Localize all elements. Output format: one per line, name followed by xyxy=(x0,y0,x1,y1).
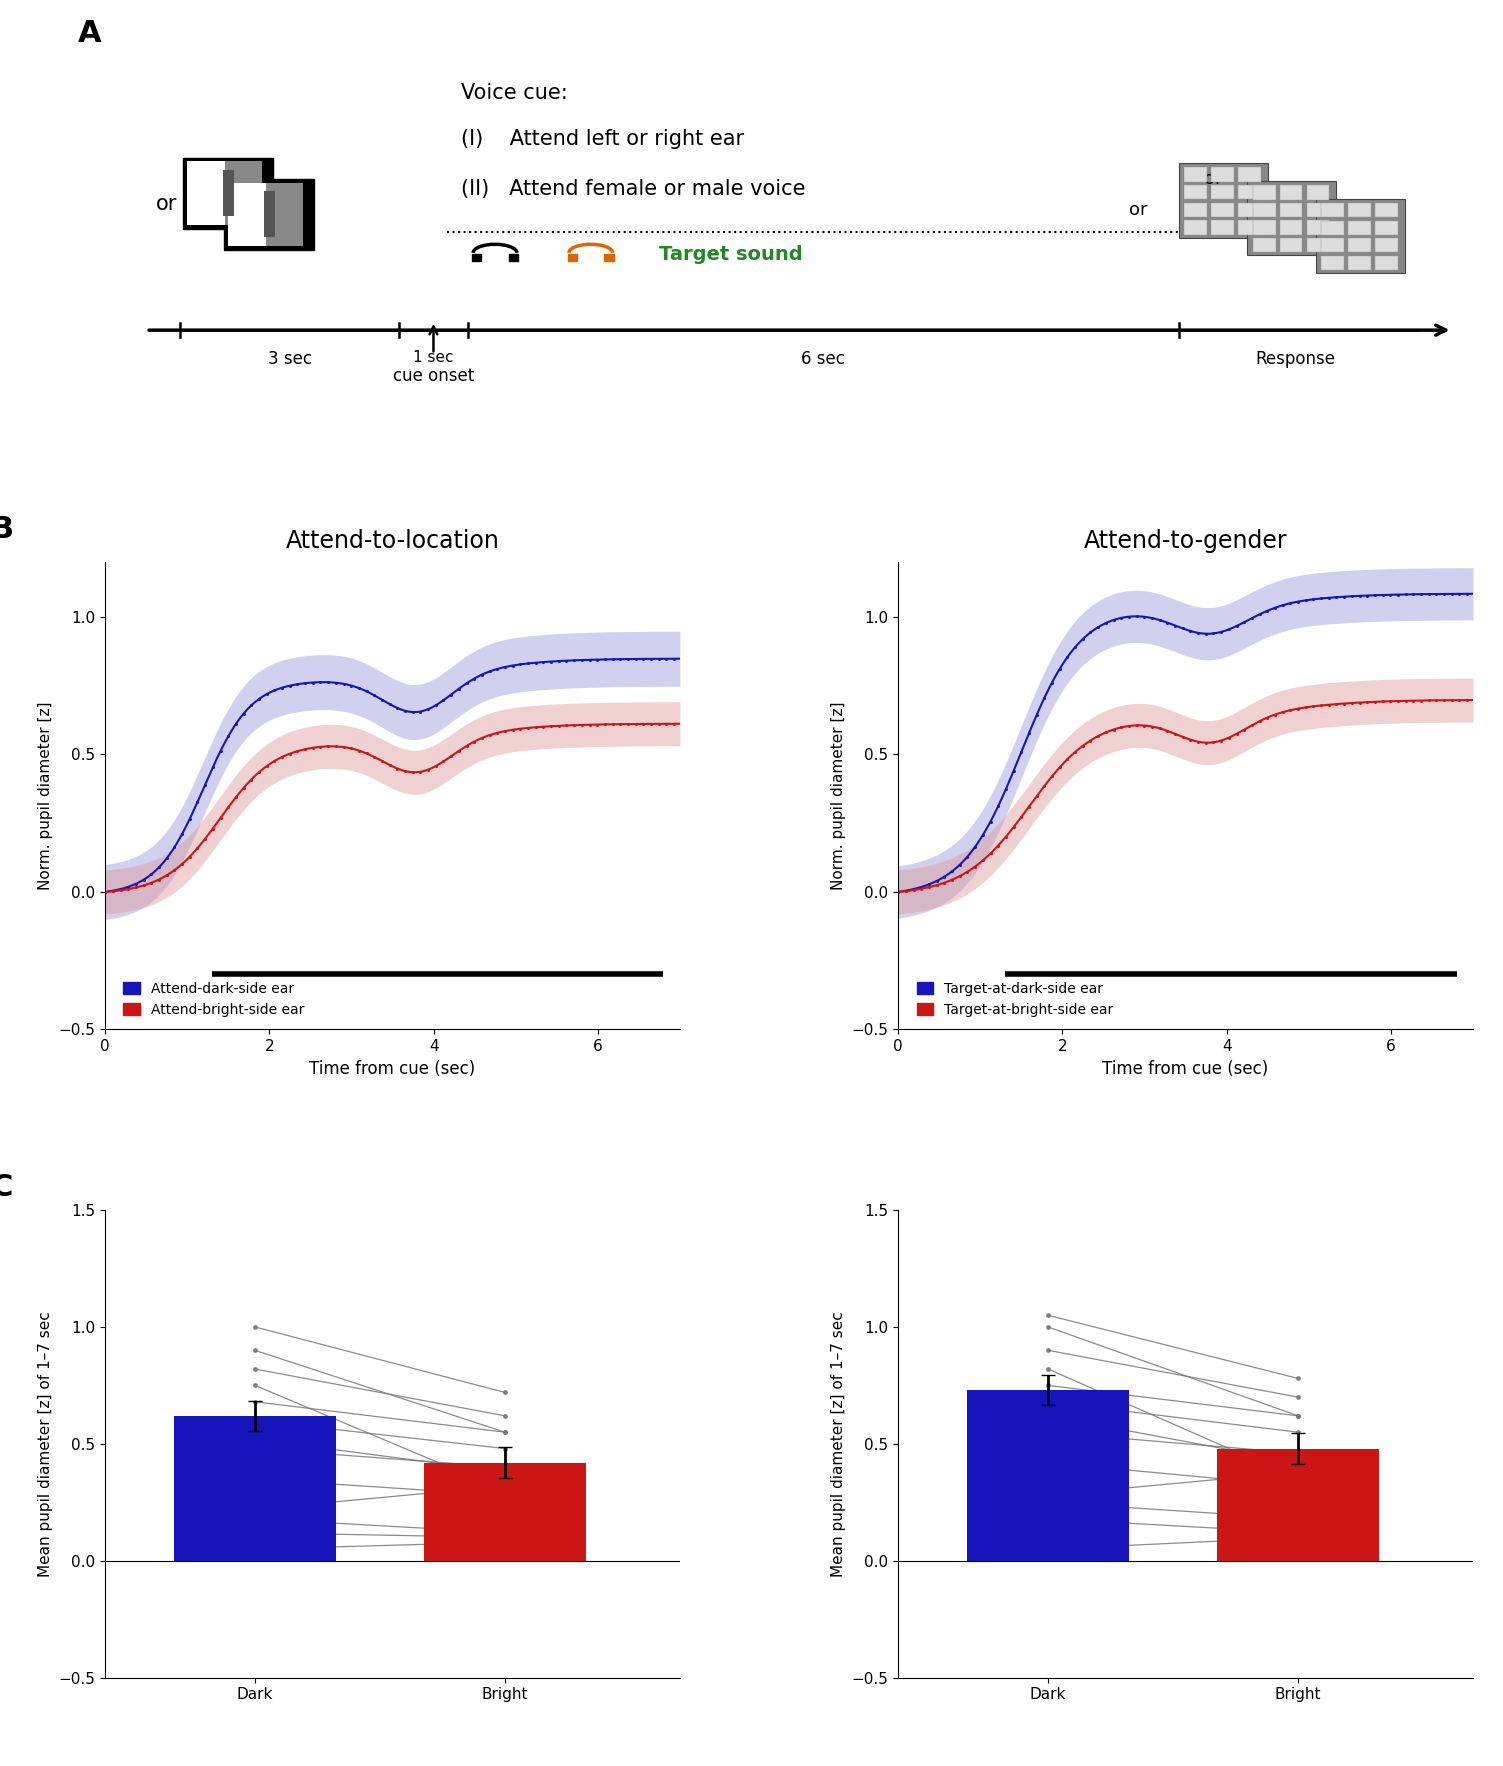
Text: 6 sec: 6 sec xyxy=(801,350,845,367)
Bar xyxy=(1238,221,1261,235)
Bar xyxy=(1184,168,1207,182)
Bar xyxy=(1375,238,1398,253)
Y-axis label: Mean pupil diameter [z] of 1–7 sec: Mean pupil diameter [z] of 1–7 sec xyxy=(38,1310,53,1577)
Text: Voice cue:: Voice cue: xyxy=(461,83,568,102)
Bar xyxy=(1375,256,1398,270)
Bar xyxy=(1252,238,1276,253)
Text: or: or xyxy=(1129,201,1147,219)
Bar xyxy=(1279,221,1303,235)
Bar xyxy=(604,254,615,261)
Bar xyxy=(174,1416,337,1561)
Legend: Target-at-dark-side ear, Target-at-bright-side ear: Target-at-dark-side ear, Target-at-brigh… xyxy=(911,977,1120,1023)
Bar xyxy=(228,182,266,247)
Bar xyxy=(1321,203,1344,217)
Bar xyxy=(266,182,304,247)
Bar xyxy=(1375,203,1398,217)
Bar xyxy=(1375,221,1398,235)
Bar xyxy=(1211,221,1234,235)
X-axis label: Time from cue (sec): Time from cue (sec) xyxy=(1103,1060,1269,1077)
Bar xyxy=(224,161,262,224)
Bar xyxy=(1306,238,1329,253)
Legend: Attend-dark-side ear, Attend-bright-side ear: Attend-dark-side ear, Attend-bright-side… xyxy=(117,977,310,1023)
Bar xyxy=(1348,221,1371,235)
Bar xyxy=(1178,162,1269,238)
Bar xyxy=(1252,185,1276,200)
Bar xyxy=(1211,185,1234,200)
Bar xyxy=(1184,185,1207,200)
Bar xyxy=(1211,203,1234,217)
Bar xyxy=(424,1462,586,1561)
Bar xyxy=(1279,238,1303,253)
Text: Target sound: Target sound xyxy=(660,245,803,265)
Text: Response: Response xyxy=(1255,350,1335,367)
Bar xyxy=(1321,238,1344,253)
Bar xyxy=(1217,1448,1380,1561)
Bar xyxy=(1348,256,1371,270)
Text: or: or xyxy=(156,194,177,214)
Bar xyxy=(1247,180,1336,256)
Text: 1 sec: 1 sec xyxy=(413,350,454,366)
Text: B: B xyxy=(0,516,14,544)
Bar xyxy=(186,161,224,224)
Bar xyxy=(1321,256,1344,270)
Bar xyxy=(1321,221,1344,235)
Bar xyxy=(568,254,577,261)
Bar xyxy=(265,191,275,237)
Bar xyxy=(1279,203,1303,217)
Bar xyxy=(1238,168,1261,182)
Bar xyxy=(966,1390,1129,1561)
Bar xyxy=(1348,203,1371,217)
Bar xyxy=(1184,203,1207,217)
Text: C: C xyxy=(0,1173,12,1201)
Bar xyxy=(1238,185,1261,200)
Bar xyxy=(508,254,519,261)
Y-axis label: Norm. pupil diameter [z]: Norm. pupil diameter [z] xyxy=(831,701,846,890)
Bar xyxy=(1306,185,1329,200)
Bar xyxy=(1306,221,1329,235)
Y-axis label: Mean pupil diameter [z] of 1–7 sec: Mean pupil diameter [z] of 1–7 sec xyxy=(831,1310,846,1577)
Text: A: A xyxy=(78,19,102,48)
Bar xyxy=(1238,203,1261,217)
Bar xyxy=(183,157,274,230)
Bar xyxy=(1184,221,1207,235)
Text: (II)   Attend female or male voice: (II) Attend female or male voice xyxy=(461,178,806,200)
Text: 3 sec: 3 sec xyxy=(268,350,311,367)
Title: Attend-to-gender: Attend-to-gender xyxy=(1084,530,1288,553)
Bar xyxy=(1252,221,1276,235)
Bar xyxy=(1315,198,1404,274)
Bar xyxy=(1348,238,1371,253)
Bar xyxy=(1252,203,1276,217)
Bar xyxy=(1211,168,1234,182)
Bar xyxy=(472,254,481,261)
Text: cue onset: cue onset xyxy=(392,367,473,385)
Bar xyxy=(224,178,314,251)
Text: or: or xyxy=(1204,170,1222,187)
Text: (I)    Attend left or right ear: (I) Attend left or right ear xyxy=(461,129,744,150)
Title: Attend-to-location: Attend-to-location xyxy=(286,530,499,553)
Y-axis label: Norm. pupil diameter [z]: Norm. pupil diameter [z] xyxy=(38,701,53,890)
Bar xyxy=(1306,203,1329,217)
Bar xyxy=(222,170,233,215)
X-axis label: Time from cue (sec): Time from cue (sec) xyxy=(310,1060,475,1077)
Bar xyxy=(1279,185,1303,200)
